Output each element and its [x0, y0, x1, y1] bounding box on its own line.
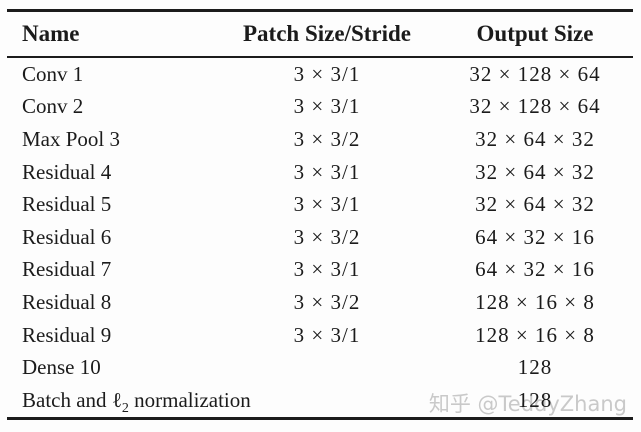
patch-size-value: 3 × 3/2	[293, 289, 361, 314]
table-row: Conv 1 3 × 3/1 32 × 128 × 64	[7, 57, 633, 91]
table-row: Dense 10 128	[7, 351, 633, 384]
output-size-value: 128	[517, 355, 553, 380]
patch-size-value: 3 × 3/2	[293, 224, 361, 249]
column-header-name: Name	[22, 21, 80, 46]
table-row: Max Pool 3 3 × 3/2 32 × 64 × 32	[7, 123, 633, 156]
cnn-architecture-table: Name Patch Size/Stride Output Size Conv …	[7, 9, 633, 420]
patch-size-value: 3 × 3/1	[293, 322, 361, 347]
table-row: Residual 8 3 × 3/2 128 × 16 × 8	[7, 286, 633, 319]
table-row: Residual 4 3 × 3/1 32 × 64 × 32	[7, 156, 633, 189]
output-size-value: 32 × 64 × 32	[475, 159, 595, 184]
patch-size-value: 3 × 3/1	[293, 61, 361, 86]
output-size-value: 32 × 64 × 32	[475, 126, 595, 151]
patch-size-value: 3 × 3/1	[293, 192, 361, 217]
layer-name: Residual 8	[22, 289, 112, 314]
output-size-value: 32 × 128 × 64	[469, 61, 601, 86]
header-row: Name Patch Size/Stride Output Size	[7, 11, 633, 57]
layer-name: Batch and ℓ2 normalization	[7, 384, 251, 418]
layer-name: Conv 2	[22, 94, 84, 119]
output-size-value: 64 × 32 × 16	[475, 257, 595, 282]
layer-name-suffix: normalization	[128, 387, 251, 412]
layer-name: Residual 7	[22, 257, 112, 282]
column-header-output-size: Output Size	[476, 21, 594, 46]
layer-name: Residual 5	[22, 192, 112, 217]
layer-name: Residual 6	[22, 224, 112, 249]
layer-name: Dense 10	[22, 355, 101, 380]
output-size-value: 128 × 16 × 8	[475, 322, 595, 347]
patch-size-value: 3 × 3/1	[293, 257, 361, 282]
output-size-value: 128	[517, 387, 553, 412]
patch-size-value: 3 × 3/1	[293, 159, 361, 184]
table-row: Residual 5 3 × 3/1 32 × 64 × 32	[7, 188, 633, 221]
layer-name: Residual 9	[22, 322, 112, 347]
layer-name: Max Pool 3	[22, 126, 121, 151]
zhihu-watermark: 知乎 @TeddyZhang	[428, 392, 627, 416]
layer-name: Conv 1	[22, 61, 84, 86]
table-row: Batch and ℓ2 normalization 128	[7, 384, 633, 418]
table-row: Residual 6 3 × 3/2 64 × 32 × 16	[7, 221, 633, 254]
patch-size-value: 3 × 3/2	[293, 126, 361, 151]
layer-name-prefix: Batch and	[22, 387, 112, 412]
table-row: Residual 7 3 × 3/1 64 × 32 × 16	[7, 254, 633, 287]
ell-subscript: 2	[121, 400, 129, 416]
output-size-value: 32 × 64 × 32	[475, 192, 595, 217]
patch-size-value: 3 × 3/1	[293, 94, 361, 119]
layer-name: Residual 4	[22, 159, 112, 184]
ell-symbol: ℓ	[111, 387, 122, 412]
table-row: Residual 9 3 × 3/1 128 × 16 × 8	[7, 319, 633, 352]
output-size-value: 32 × 128 × 64	[469, 94, 601, 119]
column-header-patch-size-stride: Patch Size/Stride	[243, 21, 411, 46]
patch-size-value	[217, 351, 437, 384]
output-size-value: 64 × 32 × 16	[475, 224, 595, 249]
output-size-value: 128 × 16 × 8	[475, 289, 595, 314]
table-row: Conv 2 3 × 3/1 32 × 128 × 64	[7, 91, 633, 124]
